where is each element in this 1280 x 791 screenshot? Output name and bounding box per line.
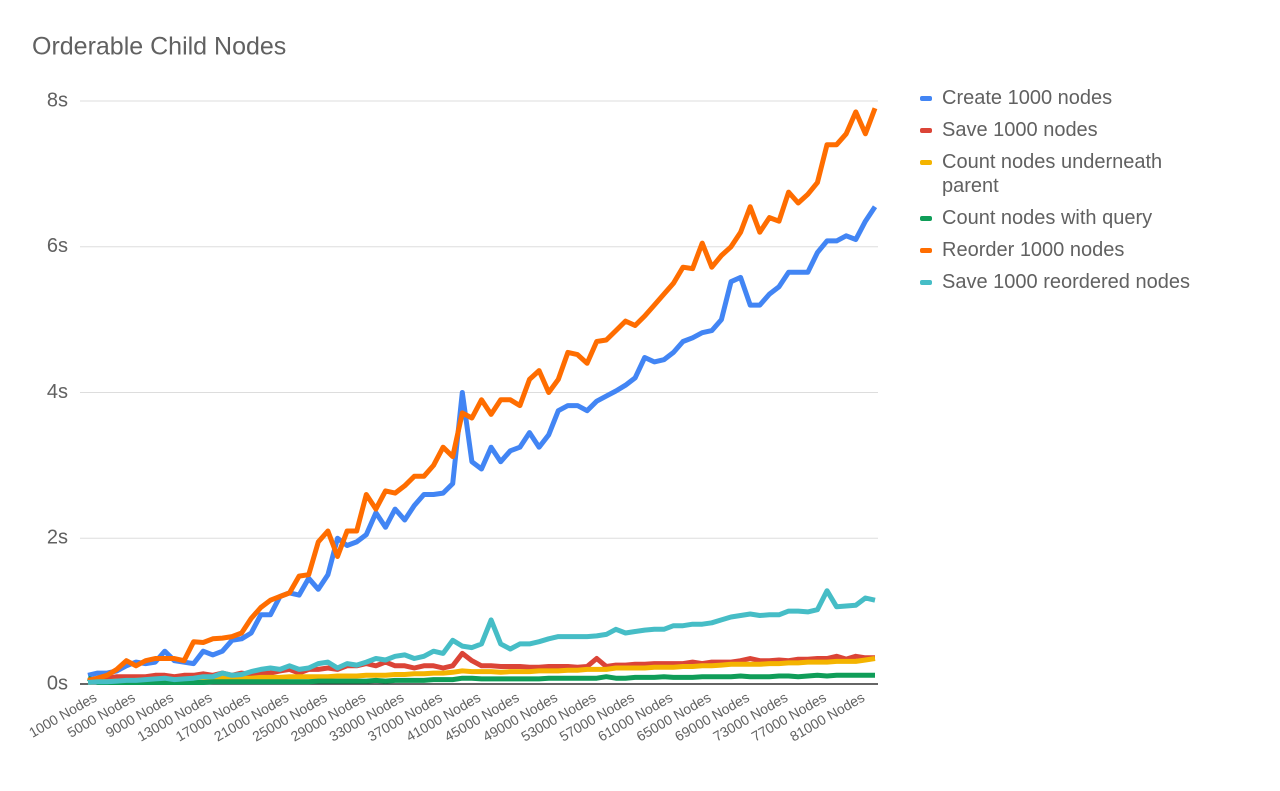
- series-line: [87, 205, 878, 678]
- legend-label: Count nodes underneath parent: [942, 151, 1163, 197]
- y-tick-label: 4s: [47, 381, 68, 403]
- legend-label: Create 1000 nodes: [942, 87, 1113, 109]
- series-line: [87, 656, 876, 685]
- chart-title: Orderable Child Nodes: [32, 33, 286, 61]
- series-line: [86, 672, 875, 685]
- series-line: [87, 107, 878, 683]
- legend-swatch: [920, 160, 932, 165]
- legend-entry: Save 1000 reordered nodes: [920, 270, 1220, 294]
- legend-entry: Count nodes with query: [920, 206, 1220, 230]
- legend-entry: Reorder 1000 nodes: [920, 238, 1220, 262]
- y-tick-label: 6s: [47, 235, 68, 257]
- legend-swatch: [920, 248, 932, 253]
- legend-swatch: [920, 96, 932, 101]
- legend-label: Save 1000 nodes: [942, 119, 1098, 141]
- legend-entry: Count nodes underneath parent: [920, 150, 1220, 198]
- y-tick-label: 2s: [47, 527, 68, 549]
- legend: Create 1000 nodes Save 1000 nodes Count no…: [920, 86, 1220, 302]
- legend-label: Save 1000 reordered nodes: [942, 271, 1190, 293]
- legend-swatch: [920, 280, 932, 285]
- y-tick-label: 8s: [47, 89, 68, 111]
- legend-entry: Save 1000 nodes: [920, 118, 1220, 142]
- legend-entry: Create 1000 nodes: [920, 86, 1220, 110]
- legend-label: Count nodes with query: [942, 207, 1153, 229]
- y-tick-label: 0s: [47, 672, 68, 694]
- series-line: [87, 588, 876, 685]
- legend-label: Reorder 1000 nodes: [942, 239, 1125, 261]
- legend-swatch: [920, 216, 932, 221]
- legend-swatch: [920, 128, 932, 133]
